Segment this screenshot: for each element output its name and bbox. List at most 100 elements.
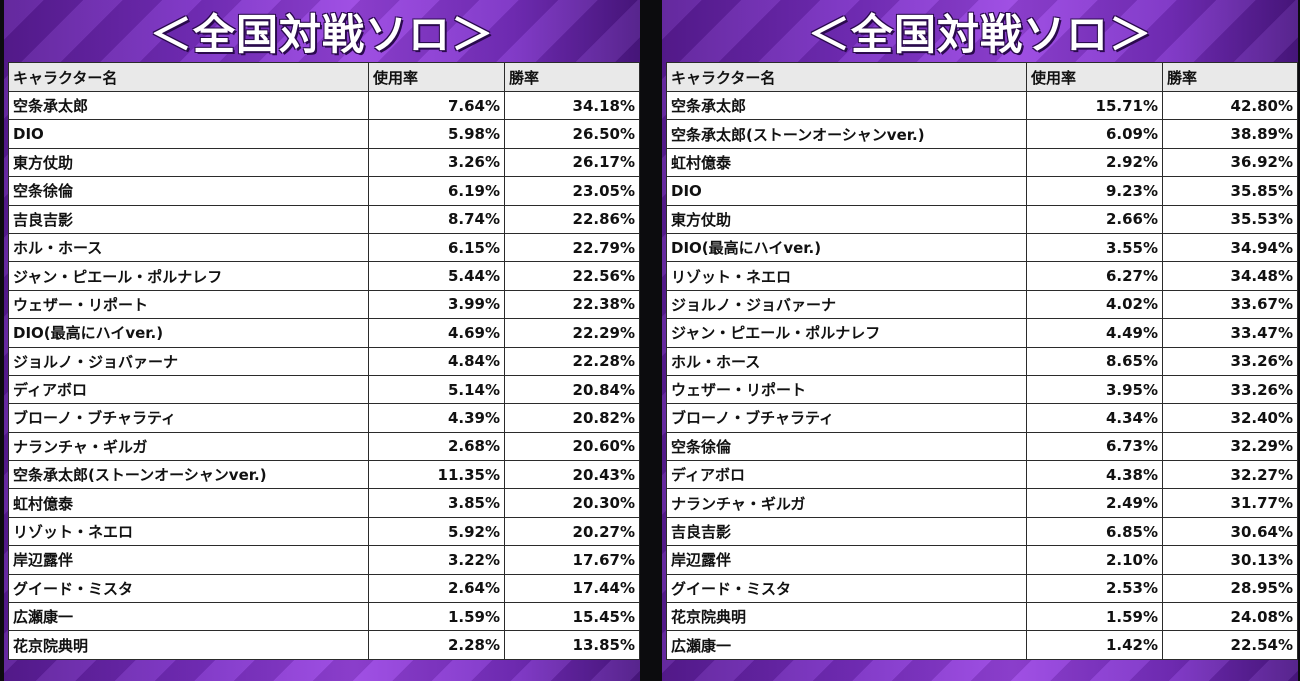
usage-rate-cell: 4.49% <box>1026 318 1163 348</box>
win-rate-cell: 31.77% <box>1162 488 1298 518</box>
table-row: ジョルノ・ジョバァーナ 4.84% 22.28% <box>8 346 640 376</box>
table-row: ジャン・ピエール・ポルナレフ 4.49% 33.47% <box>666 318 1298 348</box>
usage-rate-cell: 2.66% <box>1026 204 1163 234</box>
win-rate-cell: 30.64% <box>1162 516 1298 547</box>
usage-rate-cell: 11.35% <box>368 460 505 490</box>
usage-rate-cell: 5.92% <box>368 516 505 547</box>
win-rate-cell: 35.53% <box>1162 204 1298 234</box>
win-rate-cell: 22.56% <box>504 261 640 291</box>
usage-rate-cell: 6.85% <box>1026 516 1163 547</box>
usage-rate-cell: 4.84% <box>368 346 505 376</box>
character-name-cell: 虹村億泰 <box>8 488 369 518</box>
character-name-cell: DIO <box>666 176 1027 206</box>
table-row: リゾット・ネエロ 6.27% 34.48% <box>666 261 1298 291</box>
header-row: キャラクター名 使用率 勝率 <box>8 62 640 92</box>
win-rate-cell: 20.84% <box>504 374 640 405</box>
column-header-win-rate: 勝率 <box>1162 62 1298 92</box>
usage-rate-cell: 6.09% <box>1026 119 1163 149</box>
table-row: ウェザー・リポート 3.99% 22.38% <box>8 289 640 320</box>
win-rate-cell: 26.50% <box>504 119 640 149</box>
table-row: グイード・ミスタ 2.64% 17.44% <box>8 573 640 604</box>
usage-rate-cell: 7.64% <box>368 90 505 121</box>
win-rate-cell: 15.45% <box>504 602 640 632</box>
character-name-cell: ディアボロ <box>666 460 1027 490</box>
table-row: 花京院典明 1.59% 24.08% <box>666 602 1298 632</box>
usage-rate-cell: 5.98% <box>368 119 505 149</box>
character-name-cell: 広瀬康一 <box>8 602 369 632</box>
usage-rate-cell: 2.53% <box>1026 573 1163 604</box>
table-row: ブローノ・ブチャラティ 4.39% 20.82% <box>8 403 640 433</box>
usage-rate-cell: 3.22% <box>368 545 505 575</box>
win-rate-cell: 34.48% <box>1162 261 1298 291</box>
usage-rate-cell: 8.74% <box>368 204 505 234</box>
character-name-cell: DIO(最高にハイver.) <box>666 232 1027 263</box>
character-name-cell: 吉良吉影 <box>8 204 369 234</box>
character-name-cell: DIO(最高にハイver.) <box>8 318 369 348</box>
usage-rate-cell: 1.42% <box>1026 630 1163 660</box>
table-row: ナランチャ・ギルガ 2.49% 31.77% <box>666 488 1298 518</box>
character-name-cell: 岸辺露伴 <box>666 545 1027 575</box>
win-rate-cell: 33.67% <box>1162 289 1298 320</box>
character-name-cell: 虹村億泰 <box>666 147 1027 178</box>
character-name-cell: ウェザー・リポート <box>8 289 369 320</box>
character-name-cell: 東方仗助 <box>8 147 369 178</box>
table-row: ブローノ・ブチャラティ 4.34% 32.40% <box>666 403 1298 433</box>
win-rate-cell: 28.95% <box>1162 573 1298 604</box>
table-row: 虹村億泰 3.85% 20.30% <box>8 488 640 518</box>
win-rate-cell: 34.18% <box>504 90 640 121</box>
table-body: 空条承太郎 7.64% 34.18% DIO 5.98% 26.50% 東方仗助 3.26% 2… <box>8 90 640 660</box>
table-row: ジャン・ピエール・ポルナレフ 5.44% 22.56% <box>8 261 640 291</box>
win-rate-cell: 22.79% <box>504 232 640 263</box>
character-name-cell: グイード・ミスタ <box>666 573 1027 604</box>
character-name-cell: 空条承太郎 <box>8 90 369 121</box>
usage-rate-cell: 2.68% <box>368 431 505 462</box>
character-name-cell: 空条承太郎(ストーンオーシャンver.) <box>666 119 1027 149</box>
usage-rate-cell: 2.64% <box>368 573 505 604</box>
character-name-cell: ウェザー・リポート <box>666 374 1027 405</box>
table-row: DIO 5.98% 26.50% <box>8 119 640 149</box>
table-row: 広瀬康一 1.42% 22.54% <box>666 630 1298 660</box>
win-rate-cell: 22.28% <box>504 346 640 376</box>
table-row: ナランチャ・ギルガ 2.68% 20.60% <box>8 431 640 462</box>
character-name-cell: 花京院典明 <box>666 602 1027 632</box>
win-rate-cell: 24.08% <box>1162 602 1298 632</box>
win-rate-cell: 20.30% <box>504 488 640 518</box>
table-row: 岸辺露伴 3.22% 17.67% <box>8 545 640 575</box>
character-name-cell: ジョルノ・ジョバァーナ <box>666 289 1027 320</box>
win-rate-cell: 22.29% <box>504 318 640 348</box>
usage-rate-cell: 1.59% <box>368 602 505 632</box>
usage-rate-cell: 5.44% <box>368 261 505 291</box>
usage-rate-cell: 6.27% <box>1026 261 1163 291</box>
win-rate-cell: 26.17% <box>504 147 640 178</box>
usage-rate-cell: 3.26% <box>368 147 505 178</box>
win-rate-cell: 33.26% <box>1162 374 1298 405</box>
win-rate-cell: 34.94% <box>1162 232 1298 263</box>
win-rate-cell: 20.60% <box>504 431 640 462</box>
usage-rate-cell: 2.92% <box>1026 147 1163 178</box>
ranking-panel-right: ＜全国対戦ソロ＞ キャラクター名 使用率 勝率 空条承太郎 15.71% 42.80… <box>662 0 1298 681</box>
character-name-cell: 空条徐倫 <box>666 431 1027 462</box>
usage-rate-cell: 3.85% <box>368 488 505 518</box>
ranking-panel-left: ＜全国対戦ソロ＞ キャラクター名 使用率 勝率 空条承太郎 7.64% 34.18%… <box>4 0 640 681</box>
usage-rate-cell: 4.34% <box>1026 403 1163 433</box>
win-rate-cell: 23.05% <box>504 176 640 206</box>
table-row: 花京院典明 2.28% 13.85% <box>8 630 640 660</box>
column-header-name: キャラクター名 <box>8 62 369 92</box>
table-row: 空条承太郎 7.64% 34.18% <box>8 90 640 121</box>
usage-rate-cell: 8.65% <box>1026 346 1163 376</box>
usage-rate-cell: 6.19% <box>368 176 505 206</box>
column-header-win-rate: 勝率 <box>504 62 640 92</box>
usage-rate-cell: 3.55% <box>1026 232 1163 263</box>
table-row: DIO(最高にハイver.) 4.69% 22.29% <box>8 318 640 348</box>
table-row: グイード・ミスタ 2.53% 28.95% <box>666 573 1298 604</box>
usage-rate-cell: 5.14% <box>368 374 505 405</box>
usage-rate-cell: 6.73% <box>1026 431 1163 462</box>
win-rate-cell: 22.38% <box>504 289 640 320</box>
win-rate-cell: 42.80% <box>1162 90 1298 121</box>
win-rate-cell: 33.47% <box>1162 318 1298 348</box>
usage-rate-cell: 9.23% <box>1026 176 1163 206</box>
character-name-cell: リゾット・ネエロ <box>8 516 369 547</box>
table-row: 吉良吉影 8.74% 22.86% <box>8 204 640 234</box>
table-row: ウェザー・リポート 3.95% 33.26% <box>666 374 1298 405</box>
win-rate-cell: 22.54% <box>1162 630 1298 660</box>
